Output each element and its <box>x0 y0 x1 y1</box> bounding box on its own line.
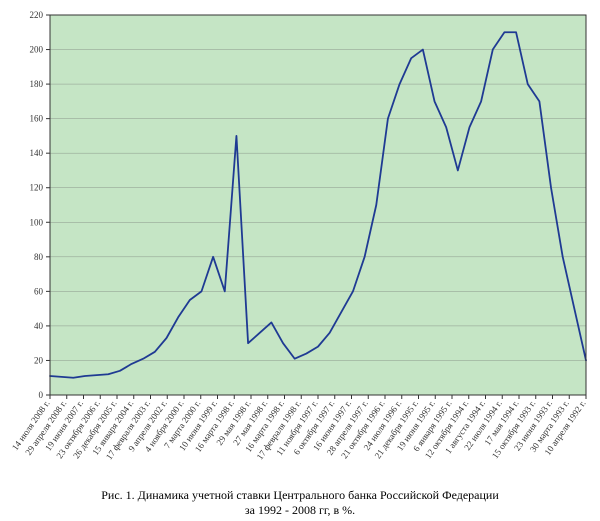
rate-line-chart: 02040608010012014016018020022014 июля 20… <box>0 0 600 521</box>
caption-line-2: за 1992 - 2008 гг, в %. <box>245 503 355 517</box>
svg-text:40: 40 <box>34 321 44 331</box>
svg-text:80: 80 <box>34 252 44 262</box>
figure-caption: Рис. 1. Динамика учетной ставки Централь… <box>0 488 600 518</box>
figure: 02040608010012014016018020022014 июля 20… <box>0 0 600 521</box>
svg-text:140: 140 <box>30 148 44 158</box>
svg-text:120: 120 <box>30 183 44 193</box>
svg-text:220: 220 <box>30 10 44 20</box>
svg-text:200: 200 <box>30 45 44 55</box>
svg-text:180: 180 <box>30 79 44 89</box>
svg-text:160: 160 <box>30 114 44 124</box>
caption-line-1: Рис. 1. Динамика учетной ставки Централь… <box>101 488 499 502</box>
svg-text:100: 100 <box>30 217 44 227</box>
svg-text:20: 20 <box>34 355 44 365</box>
svg-text:60: 60 <box>34 286 44 296</box>
